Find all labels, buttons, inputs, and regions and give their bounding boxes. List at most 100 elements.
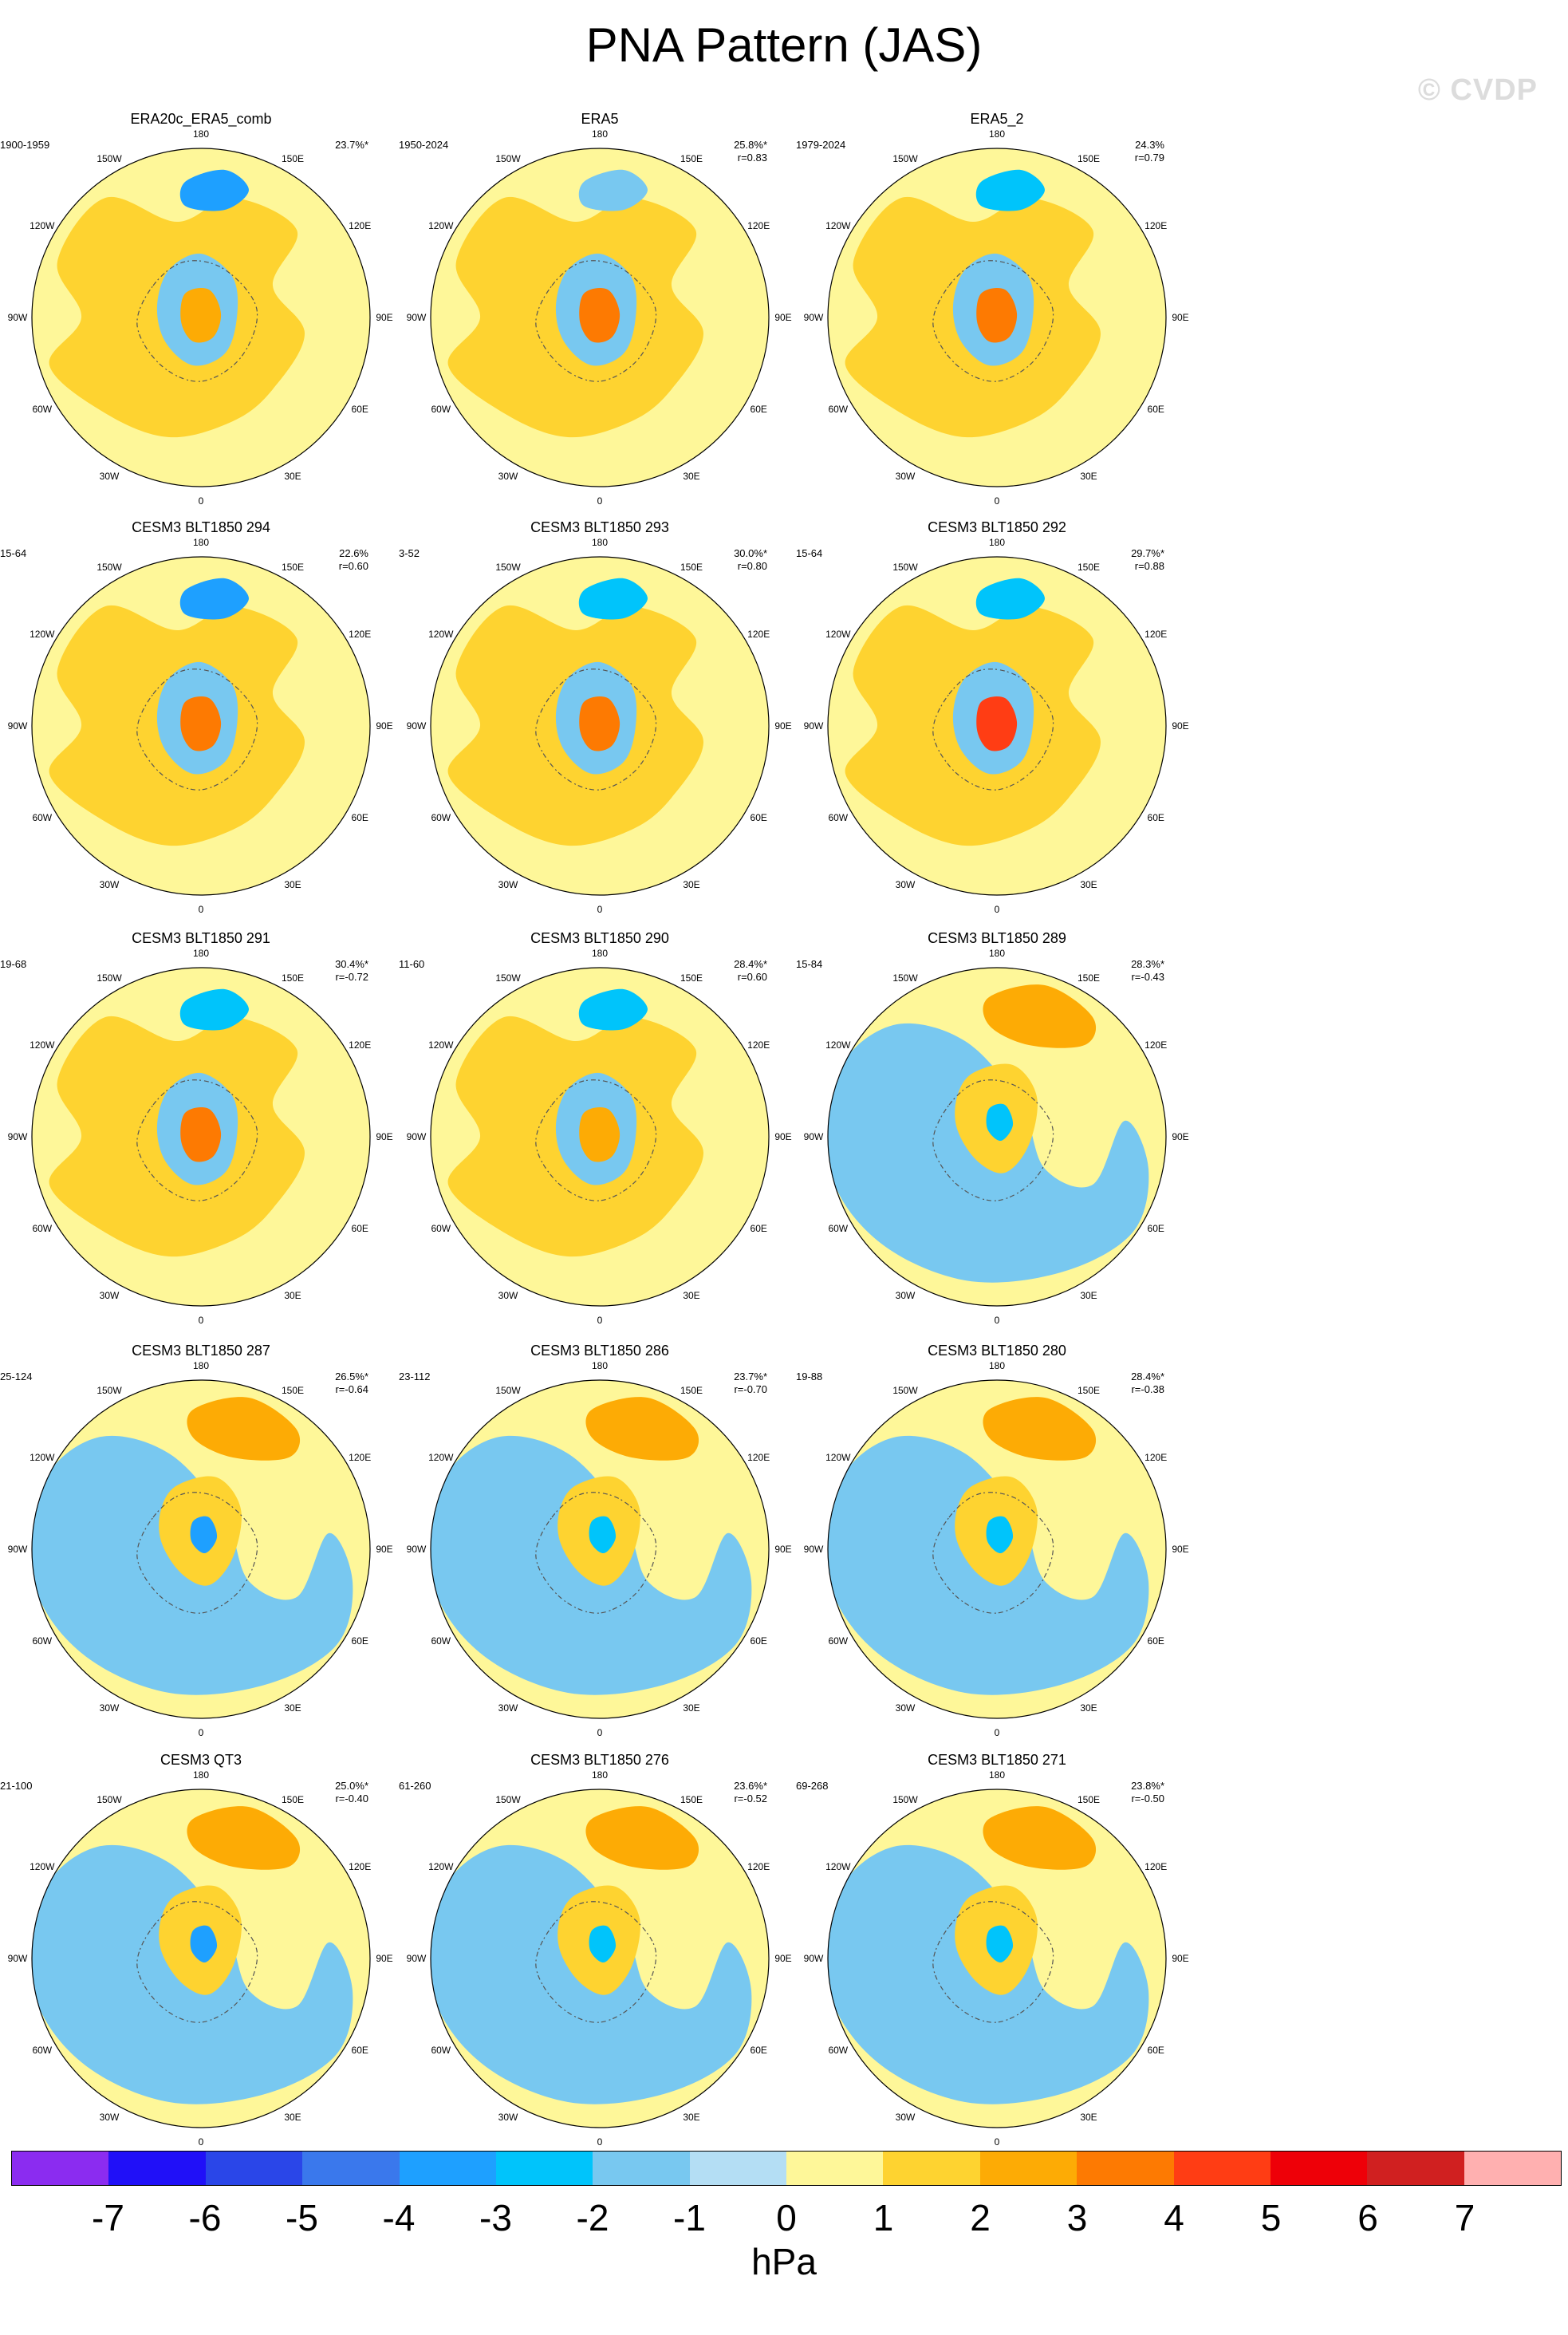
- longitude-label: 180: [193, 128, 209, 140]
- panel-title: CESM3 BLT1850 294: [132, 519, 270, 535]
- anomaly-region-remote: [187, 1397, 301, 1461]
- longitude-label: 120W: [30, 629, 55, 640]
- longitude-label: 60W: [431, 1223, 451, 1234]
- longitude-label: 60E: [352, 1635, 368, 1647]
- map-panel: ERA20c_ERA5_comb 1900-1959 23.7%* 180 150E 12…: [0, 110, 424, 507]
- colorbar-swatch: [689, 2152, 786, 2185]
- longitude-label: 150E: [1078, 1794, 1100, 1805]
- map-panel: CESM3 BLT1850 292 15-64 29.7%* r=0.88 180 150…: [774, 519, 1220, 915]
- polar-map: 180 150E 120E 90E 60E 30E 0 30W 60W 90W 120W 150W: [8, 128, 393, 507]
- longitude-label: 120W: [30, 220, 55, 231]
- anomaly-region-remote: [179, 578, 249, 620]
- colorbar-swatch: [786, 2152, 884, 2185]
- colorbar-tick-label: -7: [92, 2197, 124, 2238]
- longitude-label: 0: [199, 1727, 204, 1738]
- panel-title: CESM3 BLT1850 293: [530, 519, 669, 535]
- longitude-label: 60W: [32, 404, 52, 415]
- longitude-label: 90W: [8, 1544, 28, 1555]
- panel-title: ERA5: [581, 111, 619, 127]
- anomaly-region-core: [180, 1106, 222, 1162]
- polar-map: 180 150E 120E 90E 60E 30E 0 30W 60W 90W 120W 150W: [8, 537, 393, 915]
- panel-period: 11-60: [399, 958, 425, 970]
- panel-variance-pct: 23.7%*: [335, 139, 368, 151]
- colorbar-swatch: [1464, 2152, 1561, 2185]
- panel-variance-pct: 23.6%*: [734, 1780, 767, 1792]
- longitude-label: 60E: [352, 2045, 368, 2056]
- anomaly-region-core: [589, 1516, 617, 1554]
- colorbar: [11, 2151, 1562, 2186]
- longitude-label: 150E: [680, 1794, 703, 1805]
- longitude-label: 120W: [428, 1452, 454, 1463]
- longitude-label: 30W: [100, 1702, 120, 1714]
- longitude-label: 150E: [1078, 153, 1100, 164]
- longitude-label: 30W: [100, 2112, 120, 2123]
- longitude-label: 60E: [1148, 1223, 1164, 1234]
- map-panel: CESM3 BLT1850 276 61-260 23.6%* r=-0.52 180 1…: [376, 1751, 823, 2148]
- longitude-label: 0: [995, 1315, 1000, 1326]
- longitude-label: 150E: [1078, 1385, 1100, 1396]
- longitude-label: 30W: [498, 879, 518, 890]
- longitude-label: 120W: [30, 1039, 55, 1051]
- panel-title: CESM3 BLT1850 280: [928, 1343, 1066, 1359]
- colorbar-swatch: [495, 2152, 593, 2185]
- longitude-label: 120E: [747, 220, 770, 231]
- longitude-label: 180: [193, 537, 209, 548]
- panel-period: 25-124: [0, 1371, 33, 1382]
- longitude-label: 60E: [751, 2045, 767, 2056]
- longitude-label: 120W: [30, 1861, 55, 1872]
- panel-period: 15-64: [796, 547, 823, 559]
- anomaly-region-core: [180, 696, 222, 751]
- anomaly-region-remote: [585, 1806, 699, 1870]
- longitude-label: 60E: [1148, 404, 1164, 415]
- longitude-label: 180: [989, 948, 1005, 959]
- longitude-label: 120E: [349, 629, 371, 640]
- anomaly-region-core: [180, 287, 222, 343]
- longitude-label: 30E: [284, 1702, 301, 1714]
- longitude-label: 60E: [751, 1223, 767, 1234]
- map-panel: CESM3 BLT1850 280 19-88 28.4%* r=-0.38 180 15…: [774, 1342, 1220, 1738]
- colorbar-tick-label: 2: [970, 2197, 991, 2238]
- anomaly-region-core: [579, 287, 621, 343]
- longitude-label: 90E: [376, 1953, 392, 1964]
- longitude-label: 180: [592, 537, 608, 548]
- colorbar-tick-label: -5: [286, 2197, 318, 2238]
- longitude-label: 90E: [1172, 1953, 1188, 1964]
- anomaly-region-remote: [983, 1806, 1097, 1870]
- panel-title: CESM3 BLT1850 286: [530, 1343, 669, 1359]
- longitude-label: 60W: [32, 1223, 52, 1234]
- longitude-label: 60E: [751, 1635, 767, 1647]
- panel-pattern-corr: r=0.88: [1134, 560, 1164, 572]
- longitude-label: 90E: [1172, 1131, 1188, 1142]
- panel-variance-pct: 28.3%*: [1131, 958, 1164, 970]
- colorbar-swatch: [399, 2152, 496, 2185]
- longitude-label: 120E: [1144, 1861, 1167, 1872]
- panel-period: 19-68: [0, 958, 27, 970]
- panel-pattern-corr: r=-0.43: [1131, 971, 1164, 983]
- anomaly-region-remote: [578, 988, 648, 1031]
- panel-title: CESM3 BLT1850 291: [132, 930, 270, 946]
- longitude-label: 30W: [896, 471, 916, 482]
- map-boundary: [31, 556, 371, 896]
- longitude-label: 150E: [282, 1385, 304, 1396]
- panel-title: CESM3 BLT1850 276: [530, 1752, 669, 1768]
- panel-variance-pct: 29.7%*: [1131, 547, 1164, 559]
- longitude-label: 90W: [804, 312, 824, 323]
- longitude-label: 120E: [349, 1861, 371, 1872]
- longitude-label: 60W: [828, 812, 848, 823]
- longitude-label: 150W: [97, 153, 122, 164]
- longitude-label: 150W: [97, 972, 122, 984]
- longitude-label: 30E: [1080, 879, 1097, 890]
- map-boundary: [31, 1379, 371, 1719]
- anomaly-region-core: [986, 1516, 1014, 1554]
- polar-map: 180 150E 120E 90E 60E 30E 0 30W 60W 90W 120W 150W: [804, 537, 1189, 915]
- longitude-label: 30W: [100, 1290, 120, 1301]
- panel-period: 1950-2024: [399, 139, 449, 151]
- longitude-label: 30E: [1080, 471, 1097, 482]
- panel-period: 19-88: [796, 1371, 823, 1382]
- map-panel: CESM3 BLT1850 290 11-60 28.4%* r=0.60 180 150…: [376, 929, 823, 1326]
- colorbar-swatch: [1270, 2152, 1368, 2185]
- longitude-label: 150W: [495, 153, 521, 164]
- map-boundary: [827, 148, 1167, 487]
- longitude-label: 90W: [8, 312, 28, 323]
- longitude-label: 90W: [407, 1131, 427, 1142]
